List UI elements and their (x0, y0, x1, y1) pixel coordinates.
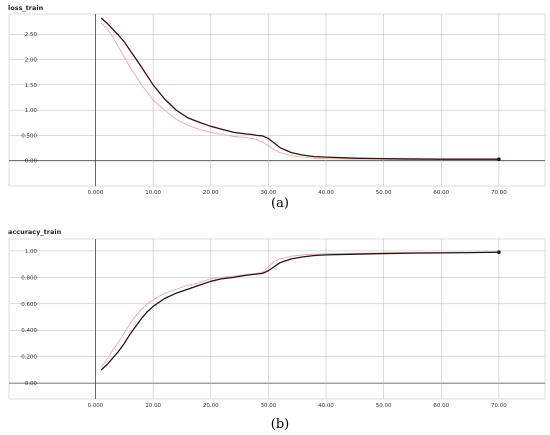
loss-x-tick-label: 30.00 (260, 190, 276, 196)
accuracy-x-tick-label: 50.00 (376, 403, 392, 409)
loss-last-point-marker (497, 157, 501, 161)
loss-x-tick-label: 40.00 (318, 190, 334, 196)
accuracy-y-tick-label: 0.800 (21, 275, 37, 281)
loss-x-tick-label: 0.000 (88, 190, 104, 196)
accuracy-train-chart: accuracy_train 0.00 0.200 0.400 0.600 0.800 1.… (8, 228, 546, 432)
accuracy-last-point-marker (497, 250, 501, 255)
accuracy-panel-caption: (b) (271, 417, 289, 432)
loss-y-tick-label: 0.500 (21, 133, 37, 139)
accuracy-y-tick-label: 0.400 (21, 328, 37, 334)
loss-train-chart: loss_train 0.00 0.500 1.00 1.50 2.00 2.50 0.000… (8, 4, 546, 211)
accuracy-x-tick-label: 70.00 (491, 403, 507, 409)
loss-x-tick-label: 50.00 (376, 190, 392, 196)
accuracy-y-tick-label: 1.00 (25, 249, 38, 255)
loss-raw-series-line (100, 22, 499, 161)
accuracy-y-tick-label: 0.00 (25, 381, 38, 387)
loss-panel-caption: (a) (271, 196, 289, 211)
accuracy-chart-title: accuracy_train (8, 228, 62, 236)
loss-y-tick-label: 0.00 (25, 159, 38, 165)
accuracy-plot-frame (8, 238, 546, 400)
accuracy-x-tick-label: 0.000 (88, 403, 104, 409)
loss-x-tick-label: 20.00 (203, 190, 219, 196)
loss-smoothed-series-line (100, 17, 499, 160)
loss-y-tick-label: 1.50 (25, 83, 38, 89)
accuracy-x-tick-label: 20.00 (203, 403, 219, 409)
loss-y-tick-label: 2.00 (25, 58, 38, 64)
accuracy-smoothed-series-line (100, 251, 499, 371)
accuracy-x-tick-label: 40.00 (318, 403, 334, 409)
loss-x-tick-label: 70.00 (491, 190, 507, 196)
loss-y-tick-label: 1.00 (25, 108, 38, 114)
loss-chart-title: loss_train (8, 4, 44, 12)
loss-x-tick-label: 10.00 (145, 190, 161, 196)
accuracy-y-tick-label: 0.600 (21, 302, 37, 308)
accuracy-x-tick-label: 10.00 (145, 403, 161, 409)
loss-plot-frame (8, 13, 546, 187)
loss-y-tick-label: 2.50 (25, 32, 38, 38)
loss-x-tick-label: 60.00 (433, 190, 449, 196)
accuracy-x-tick-label: 30.00 (260, 403, 276, 409)
accuracy-y-tick-label: 0.200 (21, 355, 37, 361)
accuracy-x-tick-label: 60.00 (433, 403, 449, 409)
accuracy-raw-series-line (100, 251, 499, 368)
